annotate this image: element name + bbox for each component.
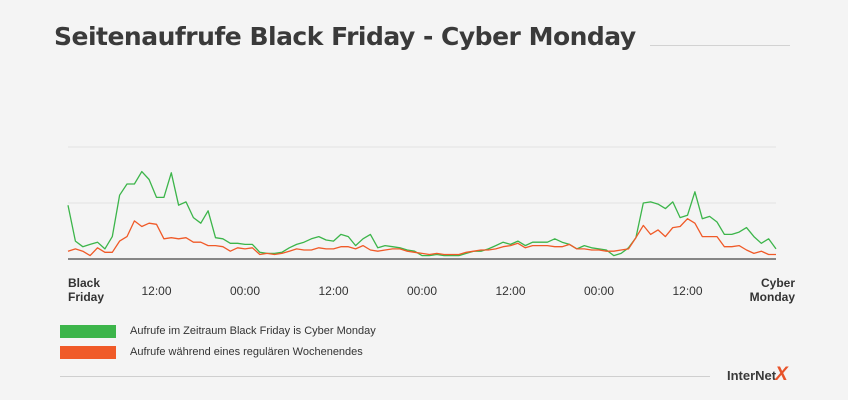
footer-divider bbox=[60, 376, 710, 377]
legend-swatch-green bbox=[60, 324, 116, 338]
x-tick-label: Cyber Monday bbox=[750, 276, 796, 304]
legend-item-orange: Aufrufe während eines regulären Wochenen… bbox=[60, 345, 363, 359]
x-tick-label: 12:00 bbox=[141, 284, 171, 298]
legend-label: Aufrufe während eines regulären Wochenen… bbox=[130, 346, 363, 358]
chart-title: Seitenaufrufe Black Friday - Cyber Monda… bbox=[54, 22, 636, 51]
logo-x-mark: X bbox=[775, 364, 788, 385]
series-line-black-friday bbox=[67, 170, 777, 257]
x-axis-ticks: Black Friday 12:00 00:00 12:00 00:00 12:00 00:0… bbox=[68, 276, 795, 304]
chart-gridlines bbox=[68, 146, 776, 260]
legend-label: Aufrufe im Zeitraum Black Friday is Cybe… bbox=[130, 325, 376, 337]
legend-swatch-orange bbox=[60, 345, 116, 359]
x-tick-label: Black Friday bbox=[68, 276, 104, 304]
x-tick-label: 00:00 bbox=[584, 284, 614, 298]
x-tick-label: 00:00 bbox=[407, 284, 437, 298]
internetx-logo: InterNetX bbox=[727, 364, 788, 386]
title-divider bbox=[650, 45, 790, 46]
logo-text: InterNet bbox=[727, 368, 777, 383]
x-tick-label: 12:00 bbox=[672, 284, 702, 298]
x-tick-label: 12:00 bbox=[495, 284, 525, 298]
legend-item-green: Aufrufe im Zeitraum Black Friday is Cybe… bbox=[60, 324, 376, 338]
x-tick-label: 00:00 bbox=[230, 284, 260, 298]
series-line-regular-weekend bbox=[67, 218, 776, 257]
x-tick-label: 12:00 bbox=[318, 284, 348, 298]
chart-series bbox=[67, 170, 777, 257]
